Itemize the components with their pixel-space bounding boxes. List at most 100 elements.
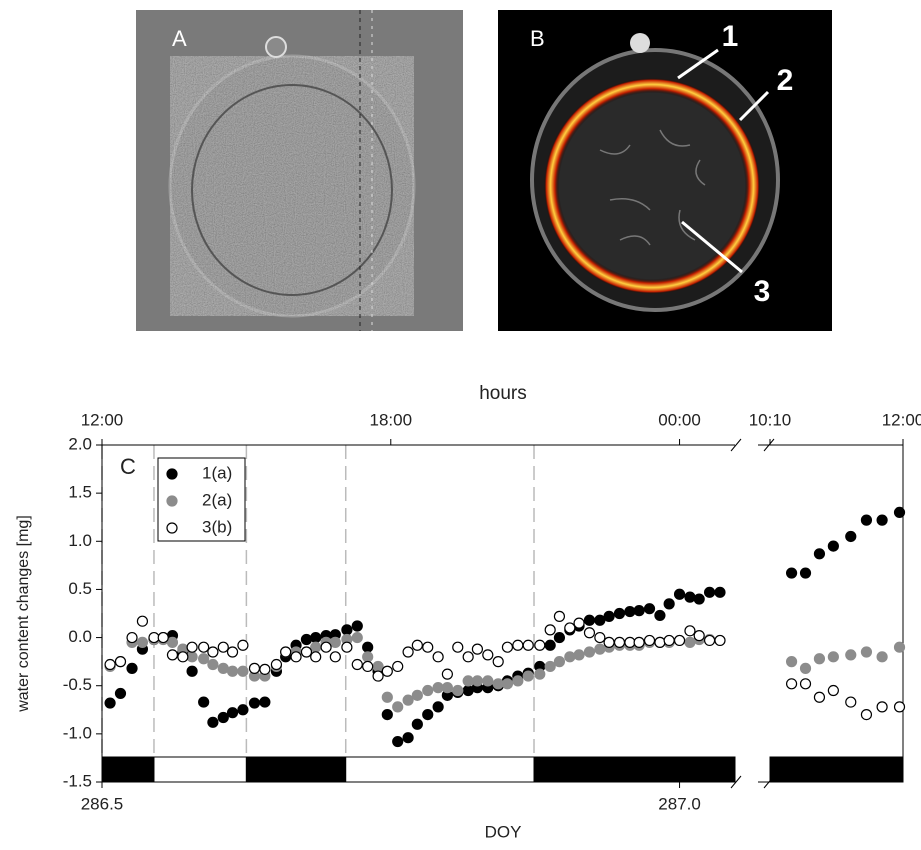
data-point <box>351 658 363 671</box>
data-point <box>166 649 179 661</box>
data-point <box>237 639 249 651</box>
data-point <box>603 636 615 648</box>
data-point <box>114 656 127 668</box>
data-point <box>544 639 556 651</box>
data-point <box>845 696 857 708</box>
data-point <box>217 711 229 724</box>
data-point <box>114 687 127 700</box>
data-point <box>462 651 474 663</box>
data-point <box>372 670 384 682</box>
data-point <box>207 646 219 658</box>
data-point <box>684 636 696 648</box>
data-point <box>441 668 453 680</box>
data-point <box>280 646 292 658</box>
data-point <box>362 660 374 673</box>
data-point <box>177 651 189 663</box>
data-point <box>633 605 645 617</box>
data-point <box>501 641 514 653</box>
data-point <box>402 646 414 658</box>
x2-tick-label: 00:00 <box>658 410 701 429</box>
x2-tick-label: 12:00 <box>882 410 921 429</box>
data-point <box>462 675 474 687</box>
charts: -1.5 -1.0 -0.5 0.0 0.5 1.0 1.5 2.0 286.5 287.0 12:… <box>15 383 921 841</box>
data-point <box>845 649 857 661</box>
data-point <box>624 605 636 618</box>
data-point <box>813 691 826 703</box>
data-point <box>785 567 798 579</box>
data-point <box>186 641 198 653</box>
data-point <box>603 610 615 622</box>
data-point <box>534 639 546 651</box>
axis-break <box>730 438 742 452</box>
data-point <box>351 631 363 644</box>
data-point <box>166 636 179 648</box>
data-point <box>186 651 198 663</box>
y-tick-label: 1.5 <box>68 483 92 502</box>
data-point <box>553 610 566 622</box>
data-point <box>860 708 873 721</box>
data-point <box>544 660 556 673</box>
data-point <box>845 530 857 543</box>
data-point <box>583 646 596 658</box>
data-point <box>573 617 585 629</box>
data-point <box>310 641 322 653</box>
legend-marker <box>166 468 178 480</box>
data-point <box>471 675 484 687</box>
data-point <box>351 620 363 632</box>
y-tick-label: 0.5 <box>68 579 92 598</box>
image-label: A <box>172 26 187 51</box>
data-point <box>392 701 404 713</box>
data-point <box>693 630 705 642</box>
data-point <box>381 691 393 703</box>
data-point <box>320 641 332 653</box>
data-point <box>270 658 283 671</box>
data-point <box>663 634 675 647</box>
data-point <box>198 696 210 708</box>
data-point <box>492 678 504 690</box>
period-bar <box>101 756 155 783</box>
y-tick-label: 2.0 <box>68 434 92 453</box>
y-tick-label: -1.0 <box>63 723 92 742</box>
data-point <box>441 682 453 694</box>
data-point <box>452 684 464 697</box>
data-point <box>492 656 504 668</box>
data-point <box>226 646 239 658</box>
data-point <box>827 651 839 663</box>
period-bar <box>769 756 904 783</box>
data-point <box>799 567 812 579</box>
data-point <box>553 631 566 644</box>
axis-break <box>763 438 775 452</box>
data-point <box>217 662 229 674</box>
data-point <box>300 633 313 646</box>
data-point <box>827 684 839 697</box>
data-point <box>564 622 576 634</box>
data-point <box>259 696 271 708</box>
data-point <box>522 670 534 682</box>
data-point <box>643 634 656 647</box>
data-point <box>341 641 353 653</box>
callout: 1 <box>722 20 739 53</box>
data-point <box>362 651 374 663</box>
data-point <box>501 678 514 690</box>
x2-tick-label: 18:00 <box>370 410 413 429</box>
callout: 2 <box>777 64 794 97</box>
x2-tick-label: 10:10 <box>749 410 792 429</box>
axis-break <box>763 775 775 789</box>
data-point <box>186 665 198 677</box>
data-point <box>522 639 534 651</box>
data-point <box>827 540 839 552</box>
period-bar <box>153 756 247 783</box>
data-point <box>785 656 798 668</box>
data-point <box>553 656 566 668</box>
data-point <box>432 682 444 694</box>
data-point <box>207 716 219 728</box>
data-point <box>432 651 444 663</box>
data-point <box>136 615 149 627</box>
x2-axis-label: hours <box>479 383 527 404</box>
data-point <box>392 660 404 673</box>
data-point <box>643 603 656 615</box>
x-tick-label: 286.5 <box>81 794 124 813</box>
data-point <box>148 631 160 644</box>
data-point <box>482 649 494 661</box>
